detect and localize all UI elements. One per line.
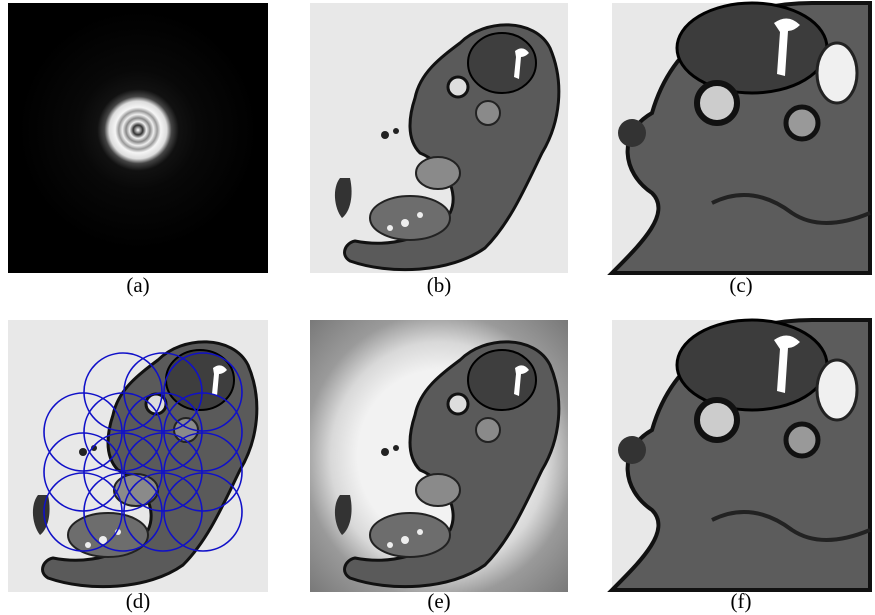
panel-d [8, 320, 268, 592]
panel-label: (f) [731, 589, 752, 613]
panel-c [612, 3, 870, 273]
panel-label: (c) [729, 273, 752, 297]
panel-label: (b) [427, 273, 452, 297]
panel-f [612, 320, 870, 590]
panel-e [310, 320, 568, 592]
panel-a [8, 3, 268, 273]
page: (a) (b) (c) (d) (e) (f) (() => { const d… [0, 0, 875, 615]
zoomed-image [612, 320, 870, 590]
figure: (a) (b) (c) (d) (e) (f) [0, 0, 875, 615]
panel-label: (a) [126, 273, 149, 297]
psf-image [18, 10, 258, 250]
panel-label: (d) [126, 589, 151, 613]
zoomed-image [612, 3, 870, 273]
panel-label: (e) [427, 589, 450, 613]
panel-b [310, 3, 568, 273]
